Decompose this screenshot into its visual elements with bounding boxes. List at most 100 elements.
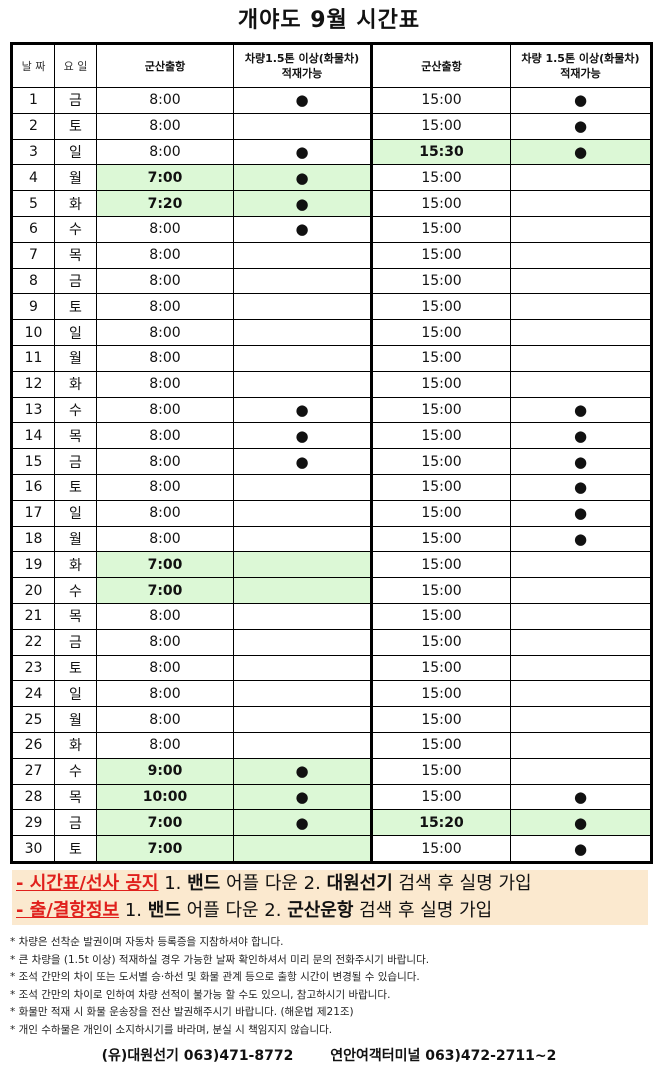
notice-text: 1.: [119, 900, 148, 921]
am-cargo-cell: [233, 525, 372, 553]
pm-departure-cell: 15:00: [370, 499, 511, 527]
am-departure-cell: 8:00: [96, 525, 234, 553]
pm-cargo-cell: [510, 499, 652, 527]
am-cargo-cell: [233, 706, 372, 733]
header-am-departure: 군산출항: [96, 43, 234, 88]
am-departure-cell: 8:00: [96, 422, 234, 450]
pm-departure-cell: 15:00: [370, 757, 511, 785]
pm-departure-cell: 15:00: [370, 448, 511, 475]
day-cell: 토: [54, 654, 97, 682]
am-departure-cell: 8:00: [96, 112, 234, 140]
pm-departure-cell: 15:20: [370, 809, 511, 837]
header-line: 차량1.5톤 이상(화물차): [244, 52, 360, 65]
pm-departure-cell: 15:00: [370, 473, 511, 501]
am-cargo-cell: [233, 422, 372, 450]
pm-departure-cell: 15:00: [370, 835, 511, 863]
table-row: 16 토 8:00 15:00: [11, 473, 652, 501]
am-departure-cell: 8:00: [96, 344, 234, 372]
day-cell: 수: [54, 215, 97, 243]
pm-cargo-cell: [510, 654, 652, 682]
note: * 차량은 선착순 발권이며 자동차 등록증을 지참하셔야 합니다.: [10, 936, 284, 948]
pm-departure-cell: 15:00: [370, 422, 511, 450]
am-cargo-cell: [233, 215, 372, 243]
table-row: 2 토 8:00 15:00: [11, 112, 652, 140]
am-cargo-cell: [233, 87, 372, 114]
pm-departure-cell: 15:00: [370, 577, 511, 604]
am-departure-cell: 7:00: [96, 835, 234, 863]
table-row: 12 화 8:00 15:00: [11, 370, 652, 398]
header-day: 요 일: [54, 43, 97, 88]
am-departure-cell: 8:00: [96, 215, 234, 243]
am-departure-cell: 8:00: [96, 293, 234, 321]
notice-line: - 시간표/선사 공지 1. 밴드 어플 다운 2. 대원선기 검색 후 실명 …: [16, 870, 648, 897]
day-cell: 월: [54, 525, 97, 553]
pm-departure-cell: 15:00: [370, 654, 511, 682]
table-row: 5화7:20 15:00: [11, 190, 652, 217]
pm-departure-cell: 15:00: [370, 551, 511, 579]
date-cell: 1: [11, 87, 55, 114]
am-cargo-cell: [233, 551, 372, 579]
am-cargo-cell: [233, 628, 372, 656]
table-row: 8 금 8:00 15:00: [11, 267, 652, 295]
day-cell: 목: [54, 422, 97, 450]
am-departure-cell: 8:00: [96, 628, 234, 656]
am-departure-cell: 8:00: [96, 267, 234, 295]
date-cell: 21: [11, 602, 55, 630]
table-header: 날 짜 요 일 군산출항 차량1.5톤 이상(화물차) 적재가능 군산출항 차량 …: [11, 43, 652, 88]
table-row: 19 화 7:00 15:00: [11, 551, 652, 579]
pm-cargo-cell: [510, 422, 652, 450]
note: * 개인 수하물은 개인이 소지하시기를 바라며, 분실 시 책임지지 않습니다…: [10, 1023, 333, 1036]
day-cell: 월: [54, 164, 97, 192]
pm-cargo-cell: [510, 473, 652, 501]
date-cell: 26: [11, 731, 55, 759]
notice-label: - 출/결항정보: [16, 900, 120, 921]
date-cell: 28: [11, 783, 55, 811]
day-cell: 수: [54, 577, 97, 604]
pm-departure-cell: 15:00: [370, 525, 511, 553]
am-departure-cell: 7:00: [96, 164, 234, 192]
am-departure-cell: 8:00: [96, 499, 234, 527]
pm-departure-cell: 15:00: [370, 628, 511, 656]
pm-cargo-cell: [510, 344, 652, 372]
note: * 조석 간만의 차이 또는 도서별 승·하선 및 화물 관계 등으로 출항 시…: [10, 971, 420, 983]
notice-text: 1.: [158, 873, 188, 894]
notice-bold: 밴드: [187, 873, 221, 894]
date-cell: 25: [11, 706, 55, 733]
timetable: 날 짜 요 일 군산출항 차량1.5톤 이상(화물차) 적재가능 군산출항 차량 …: [10, 42, 653, 864]
date-cell: 15: [11, 448, 55, 475]
pm-departure-cell: 15:00: [370, 112, 511, 140]
day-cell: 일: [54, 499, 97, 527]
pm-cargo-cell: [510, 215, 652, 243]
am-cargo-cell: [233, 112, 372, 140]
pm-departure-cell: 15:00: [370, 241, 511, 269]
table-row: 11 월 8:00 15:00: [11, 344, 652, 372]
am-departure-cell: 8:00: [96, 370, 234, 398]
day-cell: 일: [54, 138, 97, 166]
header-line: 차량 1.5톤 이상(화물차): [521, 52, 640, 65]
pm-cargo-cell: [510, 783, 652, 811]
notice-text: 검색 후 실명 가입: [392, 873, 532, 894]
date-cell: 2: [11, 112, 55, 140]
am-departure-cell: 10:00: [96, 783, 234, 811]
am-cargo-cell: [233, 602, 372, 630]
date-cell: 11: [11, 344, 55, 372]
day-cell: 목: [54, 783, 97, 811]
day-cell: 토: [54, 112, 97, 140]
am-departure-cell: 8:00: [96, 448, 234, 475]
date-cell: 9: [11, 293, 55, 321]
notice-bold: 밴드: [147, 900, 181, 921]
pm-cargo-cell: [510, 525, 652, 553]
pm-departure-cell: 15:00: [370, 267, 511, 295]
notice-bold: 대원선기: [326, 873, 393, 894]
table-row: 4월7:00 15:00: [11, 164, 652, 192]
am-departure-cell: 9:00: [96, 757, 234, 785]
pm-cargo-cell: [510, 138, 652, 166]
am-departure-cell: 7:00: [96, 809, 234, 837]
day-cell: 일: [54, 680, 97, 708]
day-cell: 월: [54, 706, 97, 733]
pm-cargo-cell: [510, 112, 652, 140]
am-departure-cell: 8:00: [96, 731, 234, 759]
day-cell: 토: [54, 835, 97, 863]
